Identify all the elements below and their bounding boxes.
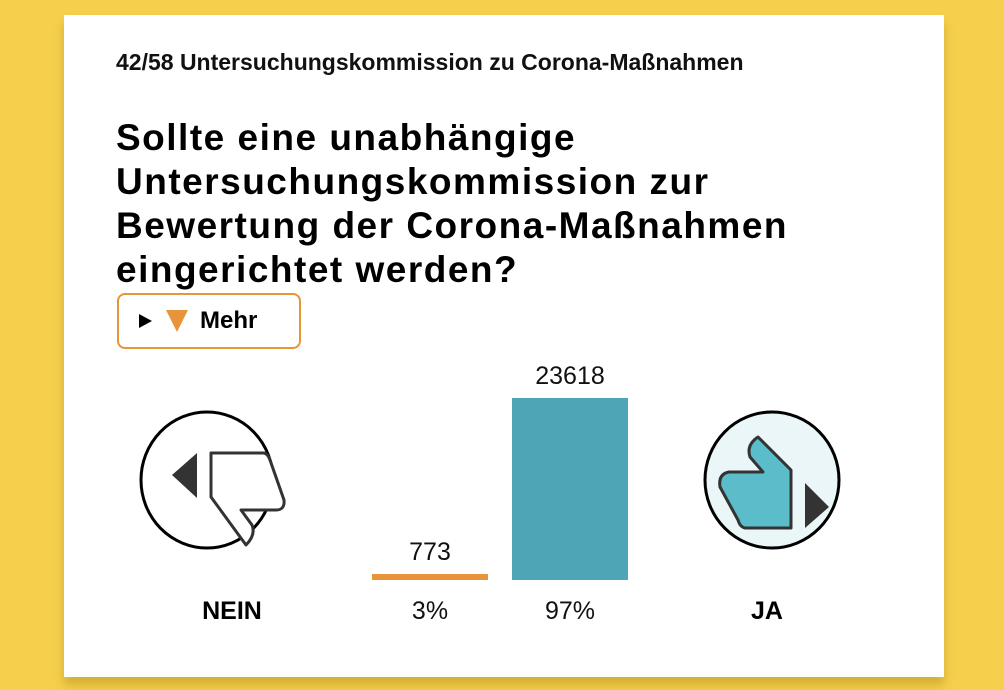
poll-card <box>64 15 944 677</box>
yes-bar <box>512 398 628 580</box>
thumb-down-icon <box>209 451 286 547</box>
triangle-down-icon <box>166 310 188 332</box>
yes-label: JA <box>751 597 783 625</box>
play-icon <box>139 314 152 328</box>
more-label: Mehr <box>200 307 258 334</box>
yes-button[interactable] <box>703 410 841 550</box>
arrow-left-icon <box>172 453 197 498</box>
no-label: NEIN <box>202 597 262 625</box>
arrow-right-icon <box>805 483 829 528</box>
thumb-up-icon <box>718 435 793 530</box>
yes-count: 23618 <box>535 362 605 390</box>
yes-percent: 97% <box>544 597 596 625</box>
more-button[interactable]: Mehr <box>117 293 301 349</box>
no-button[interactable] <box>139 410 286 550</box>
thesis-question: Sollte eine unabhängige Untersuchungskom… <box>116 117 788 290</box>
thesis-subtitle: 42/58 Untersuchungskommission zu Corona-… <box>116 49 744 75</box>
no-bar <box>372 574 488 580</box>
no-percent: 3% <box>411 597 449 625</box>
no-count: 773 <box>409 538 451 567</box>
